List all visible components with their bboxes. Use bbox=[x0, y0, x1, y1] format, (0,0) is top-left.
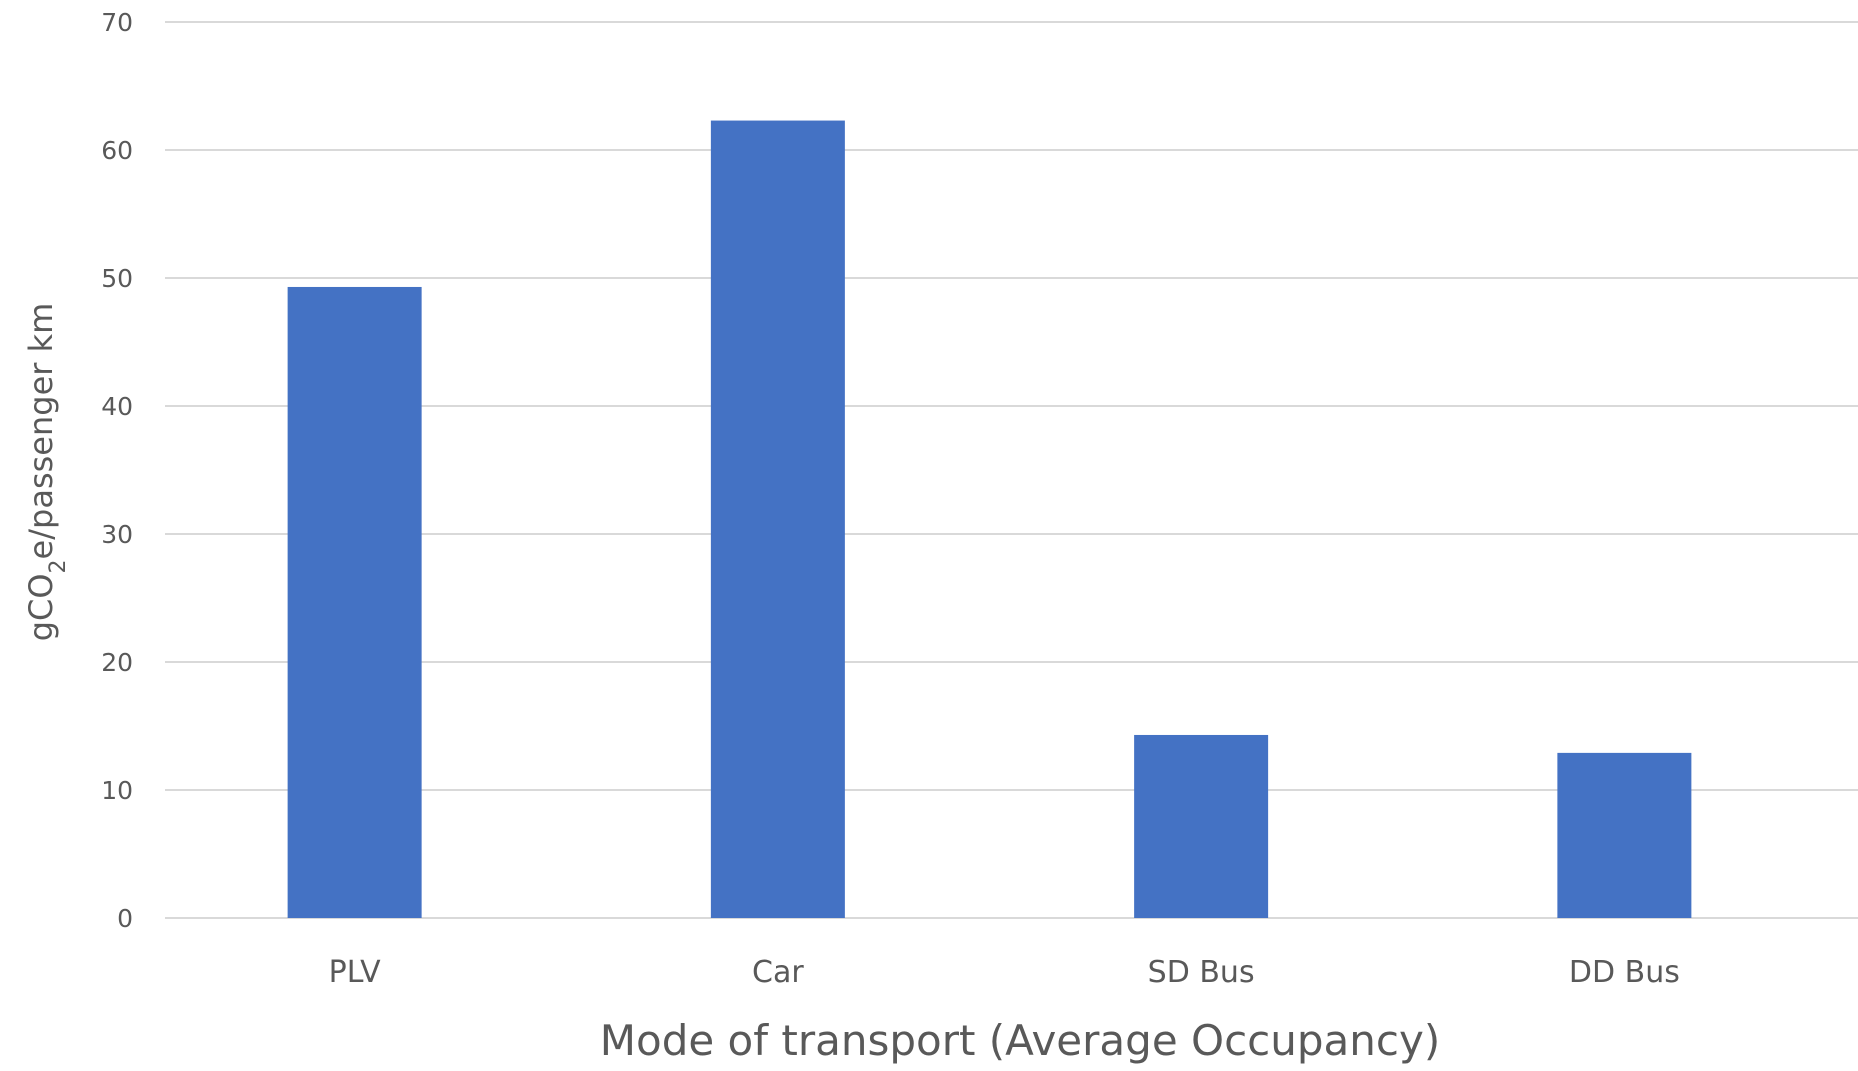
bar-plv bbox=[287, 286, 422, 919]
y-tick-label: 40 bbox=[101, 392, 133, 421]
bar-dd-bus bbox=[1557, 752, 1692, 918]
y-tick-label: 60 bbox=[101, 136, 133, 165]
y-tick-label: 20 bbox=[101, 648, 133, 677]
y-axis-title-suffix: e/passenger km bbox=[22, 303, 60, 560]
y-axis-title-prefix: gCO bbox=[22, 573, 60, 641]
x-axis-title: Mode of transport (Average Occupancy) bbox=[600, 1016, 1440, 1065]
y-axis-ticks: 0 10 20 30 40 50 60 70 bbox=[101, 8, 133, 933]
bar-sd-bus bbox=[1134, 734, 1269, 918]
bar-car bbox=[710, 120, 845, 918]
y-axis-title-subscript: 2 bbox=[46, 559, 71, 573]
y-tick-label: 10 bbox=[101, 776, 133, 805]
x-category-label: PLV bbox=[329, 955, 382, 990]
bars bbox=[287, 120, 1692, 919]
gridlines bbox=[165, 21, 1858, 919]
x-category-label: Car bbox=[752, 955, 804, 990]
y-tick-label: 70 bbox=[101, 8, 133, 37]
y-tick-label: 30 bbox=[101, 520, 133, 549]
y-tick-label: 50 bbox=[101, 264, 133, 293]
x-category-label: DD Bus bbox=[1569, 955, 1680, 990]
y-tick-label: 0 bbox=[117, 904, 133, 933]
x-axis-categories: PLV Car SD Bus DD Bus bbox=[329, 955, 1680, 990]
x-category-label: SD Bus bbox=[1148, 955, 1255, 990]
y-axis-title: gCO2e/passenger km bbox=[22, 303, 71, 642]
